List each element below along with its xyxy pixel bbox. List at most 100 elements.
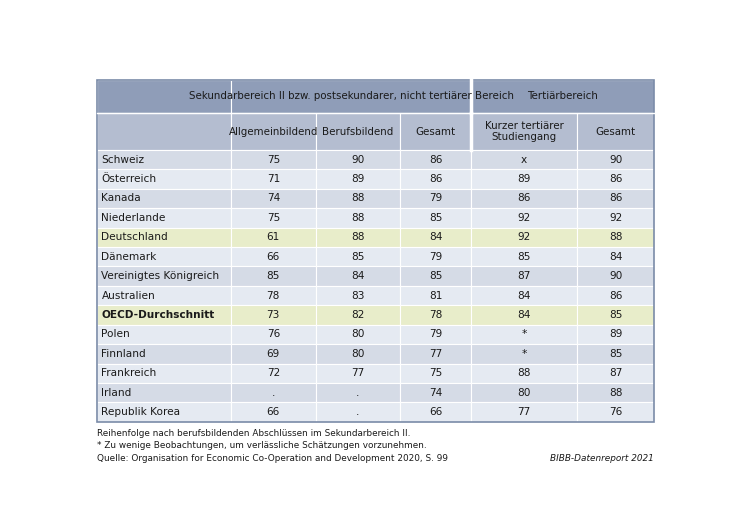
Text: .: .: [356, 388, 360, 398]
Bar: [315, 113, 400, 150]
Text: 69: 69: [266, 349, 280, 359]
Text: 84: 84: [429, 232, 442, 242]
Bar: [97, 208, 231, 227]
Bar: [400, 189, 472, 208]
Text: Vereinigtes Königreich: Vereinigtes Königreich: [101, 271, 220, 281]
Bar: [97, 80, 654, 422]
Bar: [400, 344, 472, 363]
Bar: [231, 189, 315, 208]
Bar: [231, 286, 315, 305]
Bar: [231, 344, 315, 363]
Text: Finnland: Finnland: [101, 349, 146, 359]
Text: Dänemark: Dänemark: [101, 252, 157, 262]
Text: 76: 76: [609, 407, 622, 417]
Text: 85: 85: [609, 310, 622, 320]
Text: 92: 92: [609, 213, 622, 223]
Bar: [231, 247, 315, 267]
Text: Quelle: Organisation for Economic Co-Operation and Development 2020, S. 99: Quelle: Organisation for Economic Co-Ope…: [97, 454, 448, 463]
Bar: [97, 189, 231, 208]
Text: 89: 89: [351, 174, 364, 184]
Text: 88: 88: [351, 194, 364, 204]
Text: 90: 90: [609, 271, 622, 281]
Bar: [400, 325, 472, 344]
Text: 85: 85: [609, 349, 622, 359]
Text: 86: 86: [429, 174, 442, 184]
Bar: [315, 247, 400, 267]
Text: 87: 87: [518, 271, 531, 281]
Bar: [400, 403, 472, 422]
Bar: [315, 189, 400, 208]
Bar: [577, 305, 654, 325]
Bar: [400, 305, 472, 325]
Text: 74: 74: [266, 194, 280, 204]
Text: Deutschland: Deutschland: [101, 232, 168, 242]
Bar: [472, 169, 577, 189]
Bar: [472, 344, 577, 363]
Bar: [315, 363, 400, 383]
Text: 88: 88: [351, 213, 364, 223]
Text: 80: 80: [351, 330, 364, 340]
Bar: [577, 363, 654, 383]
Text: .: .: [356, 407, 360, 417]
Bar: [231, 325, 315, 344]
Text: 71: 71: [266, 174, 280, 184]
Bar: [472, 286, 577, 305]
Text: 77: 77: [351, 368, 364, 378]
Bar: [315, 325, 400, 344]
Text: 83: 83: [351, 290, 364, 300]
Text: 85: 85: [518, 252, 531, 262]
Bar: [472, 305, 577, 325]
Bar: [315, 169, 400, 189]
Bar: [400, 113, 472, 150]
Bar: [472, 227, 577, 247]
Text: x: x: [521, 154, 527, 165]
Text: 78: 78: [266, 290, 280, 300]
Text: 90: 90: [609, 154, 622, 165]
Bar: [577, 344, 654, 363]
Text: 79: 79: [429, 330, 442, 340]
Text: *: *: [522, 330, 527, 340]
Bar: [472, 267, 577, 286]
Text: Kurzer tertiärer
Studiengang: Kurzer tertiärer Studiengang: [485, 121, 564, 142]
Bar: [472, 80, 654, 113]
Text: 86: 86: [609, 194, 622, 204]
Bar: [97, 286, 231, 305]
Bar: [231, 305, 315, 325]
Text: OECD-Durchschnitt: OECD-Durchschnitt: [101, 310, 215, 320]
Text: 87: 87: [609, 368, 622, 378]
Text: 75: 75: [266, 213, 280, 223]
Text: Allgemeinbildend: Allgemeinbildend: [228, 126, 318, 136]
Bar: [97, 80, 231, 113]
Text: 77: 77: [518, 407, 531, 417]
Bar: [231, 403, 315, 422]
Bar: [315, 286, 400, 305]
Bar: [472, 113, 577, 150]
Text: 86: 86: [518, 194, 531, 204]
Text: Gesamt: Gesamt: [596, 126, 636, 136]
Bar: [577, 208, 654, 227]
Bar: [472, 189, 577, 208]
Bar: [315, 383, 400, 403]
Text: 76: 76: [266, 330, 280, 340]
Bar: [400, 267, 472, 286]
Bar: [577, 267, 654, 286]
Bar: [97, 363, 231, 383]
Bar: [577, 325, 654, 344]
Text: 74: 74: [429, 388, 442, 398]
Text: 89: 89: [518, 174, 531, 184]
Bar: [231, 208, 315, 227]
Text: Schweiz: Schweiz: [101, 154, 145, 165]
Bar: [400, 363, 472, 383]
Bar: [315, 150, 400, 169]
Text: 92: 92: [518, 213, 531, 223]
Bar: [400, 208, 472, 227]
Text: Irland: Irland: [101, 388, 132, 398]
Bar: [400, 383, 472, 403]
Bar: [577, 286, 654, 305]
Text: 84: 84: [518, 310, 531, 320]
Text: 85: 85: [429, 271, 442, 281]
Text: 86: 86: [609, 174, 622, 184]
Bar: [97, 150, 231, 169]
Text: 90: 90: [351, 154, 364, 165]
Bar: [97, 169, 231, 189]
